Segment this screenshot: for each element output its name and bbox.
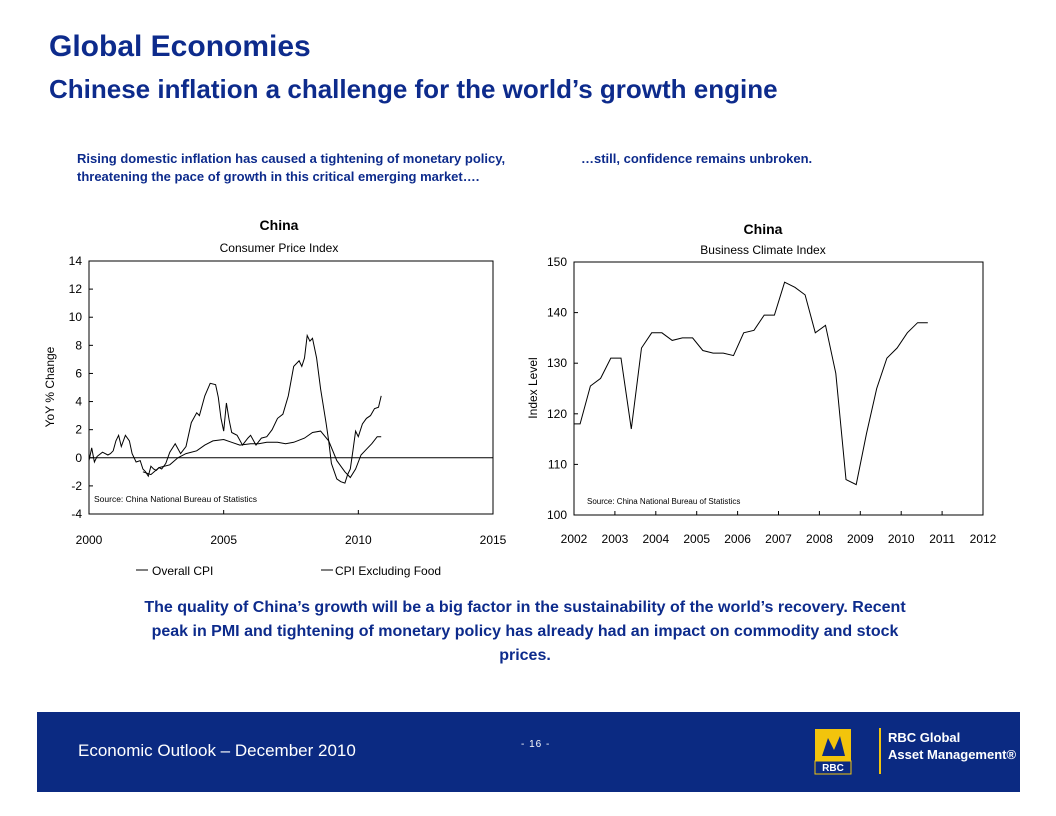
y-tick-label: -2	[71, 479, 82, 493]
y-axis-label: YoY % Change	[43, 346, 57, 427]
brand-divider	[879, 728, 881, 774]
chart-title: China	[744, 221, 783, 237]
y-tick-label: 10	[69, 310, 83, 324]
y-tick-label: 120	[547, 407, 567, 421]
y-tick-label: 130	[547, 356, 567, 370]
series-line-overall-cpi	[88, 333, 382, 484]
series-line-cpi-excluding-food	[142, 430, 382, 479]
y-tick-label: 150	[547, 255, 567, 269]
x-tick-label: 2012	[970, 532, 997, 546]
x-tick-label: 2008	[806, 532, 833, 546]
chart-subtitle: Consumer Price Index	[220, 241, 339, 255]
footer-title: Economic Outlook – December 2010	[78, 741, 356, 760]
source-note: Source: China National Bureau of Statist…	[94, 494, 257, 504]
x-tick-label: 2000	[76, 533, 103, 547]
plot-frame	[88, 260, 494, 515]
x-tick-label: 2002	[561, 532, 588, 546]
y-tick-label: 4	[75, 395, 82, 409]
y-tick-label: 8	[75, 338, 82, 352]
legend-label-overall-cpi: Overall CPI	[152, 564, 213, 578]
x-tick-label: 2009	[847, 532, 874, 546]
y-tick-label: 100	[547, 508, 567, 522]
y-tick-label: 6	[75, 366, 82, 380]
footer-bar: Economic Outlook – December 2010 - 16 - …	[37, 712, 1020, 792]
x-tick-label: 2005	[210, 533, 237, 547]
chart-title: China	[260, 217, 299, 233]
x-tick-label: 2006	[724, 532, 751, 546]
page-subtitle: Chinese inflation a challenge for the wo…	[49, 74, 778, 104]
series-line-index-level	[574, 281, 928, 486]
page-number: - 16 -	[521, 739, 551, 750]
x-tick-label: 2003	[602, 532, 629, 546]
x-tick-label: 2010	[888, 532, 915, 546]
right-chart-caption: …still, confidence remains unbroken.	[581, 151, 813, 166]
y-tick-label: 140	[547, 306, 567, 320]
y-tick-label: -4	[71, 507, 82, 521]
source-note: Source: China National Bureau of Statist…	[587, 497, 740, 506]
y-tick-label: 0	[75, 451, 82, 465]
brand-line-2: Asset Management®	[888, 747, 1017, 762]
x-tick-label: 2007	[765, 532, 792, 546]
y-tick-label: 12	[69, 282, 83, 296]
cpi-chart: China Consumer Price Index YoY % Change …	[43, 217, 507, 578]
rbc-logo-icon: RBC	[814, 729, 852, 775]
page-title: Global Economies	[49, 30, 311, 63]
summary-text: The quality of China’s growth will be a …	[144, 599, 906, 664]
x-tick-label: 2015	[480, 533, 507, 547]
x-tick-label: 2004	[642, 532, 669, 546]
x-tick-label: 2011	[929, 532, 955, 546]
plot-frame	[573, 261, 984, 516]
y-tick-label: 14	[69, 254, 83, 268]
y-tick-label: 2	[75, 423, 82, 437]
y-axis-label: Index Level	[526, 357, 540, 418]
logo-text: RBC	[822, 763, 844, 774]
business-climate-chart: China Business Climate Index Index Level…	[526, 221, 997, 546]
x-tick-label: 2010	[345, 533, 372, 547]
chart-subtitle: Business Climate Index	[700, 243, 825, 257]
y-tick-label: 110	[548, 457, 567, 471]
left-chart-caption: Rising domestic inflation has caused a t…	[77, 151, 506, 184]
brand-name: RBC Global Asset Management®	[888, 729, 1016, 763]
x-tick-label: 2005	[683, 532, 710, 546]
brand-line-1: RBC Global	[888, 730, 961, 745]
legend-label-cpi-excluding-food: CPI Excluding Food	[335, 564, 441, 578]
